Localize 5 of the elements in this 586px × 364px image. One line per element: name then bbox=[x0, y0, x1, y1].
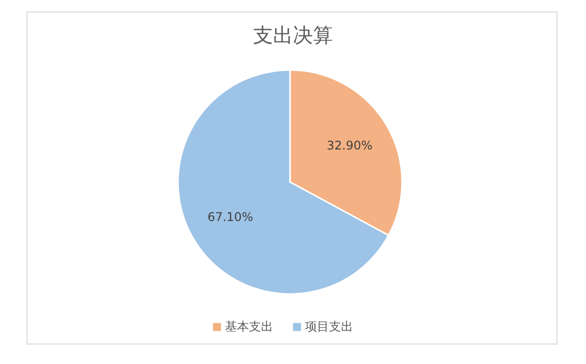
data-label: 67.10% bbox=[207, 210, 254, 224]
data-label: 32.90% bbox=[326, 138, 373, 153]
legend-label: 项目支出 bbox=[305, 319, 353, 334]
chart-title: 支出决算 bbox=[253, 23, 333, 47]
legend-label: 基本支出 bbox=[225, 319, 273, 334]
